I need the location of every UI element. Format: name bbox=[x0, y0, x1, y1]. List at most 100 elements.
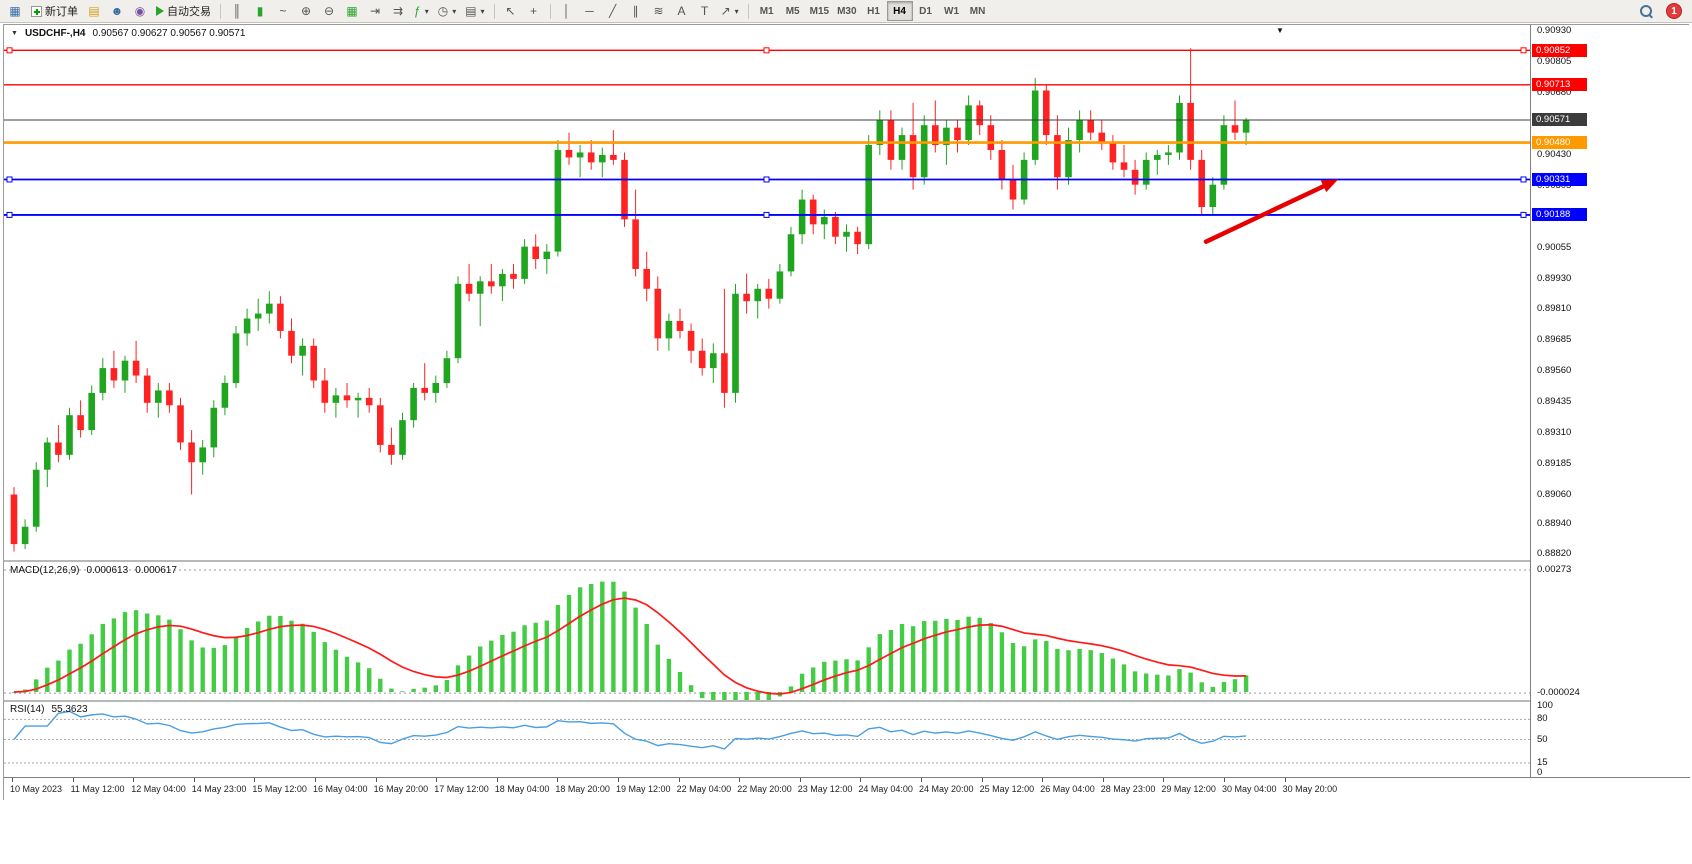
time-axis-label: 28 May 23:00 bbox=[1100, 784, 1156, 794]
time-tick bbox=[133, 778, 135, 782]
price-axis-label: 0.90680 bbox=[1537, 86, 1572, 98]
time-tick bbox=[12, 778, 13, 782]
terminal-button[interactable]: ◉ bbox=[129, 1, 151, 21]
timeframe-button-w1[interactable]: W1 bbox=[944, 5, 960, 17]
price-badge: 0.90188 bbox=[1532, 208, 1587, 222]
periods-icon: ◷ bbox=[437, 4, 449, 18]
line-chart-button[interactable]: ~ bbox=[272, 1, 294, 21]
price-badge: 0.90480 bbox=[1532, 136, 1587, 150]
search-button[interactable] bbox=[1635, 1, 1657, 21]
main-chart-canvas[interactable] bbox=[4, 25, 1530, 560]
chart-shift-icon: ⇥ bbox=[369, 4, 381, 18]
horizontal-line-icon: ─ bbox=[585, 4, 594, 18]
template-button[interactable]: ▤ ▾ bbox=[461, 1, 488, 21]
auto-trading-button[interactable]: 自动交易 bbox=[152, 1, 215, 21]
rsi-axis-label: 80 bbox=[1537, 713, 1548, 725]
arrows-tool-button[interactable]: ↗ ▾ bbox=[717, 1, 743, 21]
timeframe-button-m30[interactable]: M30 bbox=[837, 5, 857, 17]
time-tick bbox=[739, 778, 741, 782]
rsi-label: RSI(14) bbox=[10, 704, 45, 715]
crosshair-button[interactable]: + bbox=[523, 1, 545, 21]
chart-symbol-title: USDCHF-,H4 bbox=[24, 28, 86, 39]
bars-chart-icon: ║ bbox=[232, 4, 242, 18]
time-axis-label: 17 May 12:00 bbox=[434, 784, 489, 794]
candles-chart-button[interactable]: ▮ bbox=[249, 1, 271, 21]
timeframe-button-h4[interactable]: H4 bbox=[886, 1, 913, 21]
time-tick bbox=[315, 778, 316, 782]
text-tool-icon: A bbox=[677, 4, 686, 18]
time-axis-label: 16 May 20:00 bbox=[373, 784, 429, 794]
time-tick bbox=[799, 778, 801, 782]
time-tick bbox=[1224, 778, 1225, 782]
channel-button[interactable]: ∥ bbox=[625, 1, 647, 21]
vertical-line-button[interactable]: │ bbox=[556, 1, 578, 21]
price-axis[interactable]: 0.909300.908050.906800.905550.904300.903… bbox=[1530, 25, 1690, 778]
price-axis-label: 0.89930 bbox=[1537, 272, 1572, 284]
toolbar-separator bbox=[549, 3, 551, 19]
zoom-in-button[interactable]: ⊕ bbox=[295, 1, 317, 21]
macd-label-row: MACD(12,26,9) 0.000613 0.000617 bbox=[10, 565, 177, 576]
label-tool-icon: T bbox=[700, 4, 709, 18]
text-tool-button[interactable]: A bbox=[671, 1, 693, 21]
fibonacci-button[interactable]: ≋ bbox=[648, 1, 670, 21]
navigator-icon: ☻ bbox=[110, 4, 124, 18]
chart-menu-icon[interactable]: ▼ bbox=[11, 30, 18, 37]
time-tick bbox=[1163, 778, 1165, 782]
navigator-button[interactable]: ☻ bbox=[106, 1, 128, 21]
trendline-button[interactable]: ╱ bbox=[602, 1, 624, 21]
notification-badge[interactable]: 1 bbox=[1666, 3, 1682, 19]
tile-windows-icon: ▦ bbox=[346, 4, 358, 18]
candles-chart-icon: ▮ bbox=[256, 4, 264, 18]
time-tick bbox=[1042, 778, 1044, 782]
time-tick bbox=[72, 778, 74, 782]
bars-chart-button[interactable]: ║ bbox=[226, 1, 248, 21]
new-order-button[interactable]: 新订单 bbox=[27, 1, 82, 21]
time-axis-label: 22 May 20:00 bbox=[737, 784, 792, 794]
toolbar-separator bbox=[220, 3, 221, 19]
periods-button[interactable]: ◷ ▾ bbox=[434, 1, 461, 21]
market-watch-button[interactable]: ▤ bbox=[83, 1, 105, 21]
zoom-out-button[interactable]: ⊖ bbox=[318, 1, 340, 21]
toolbar-separator bbox=[493, 3, 495, 19]
timeframe-button-m1[interactable]: M1 bbox=[759, 5, 774, 17]
cursor-button[interactable]: ↖ bbox=[500, 1, 522, 21]
pane-separator[interactable] bbox=[4, 560, 1690, 562]
time-tick bbox=[496, 778, 498, 782]
indicators-button[interactable]: ƒ ▾ bbox=[410, 1, 433, 21]
chart-shift-button[interactable]: ⇥ bbox=[364, 1, 386, 21]
price-badge: 0.90713 bbox=[1532, 78, 1587, 92]
chart-title-row: ▼ USDCHF-,H4 0.90567 0.90627 0.90567 0.9… bbox=[11, 28, 245, 39]
timeframe-button-d1[interactable]: D1 bbox=[919, 5, 932, 17]
macd-axis-label: -0.000024 bbox=[1537, 687, 1580, 699]
new-chart-button[interactable]: ▦ bbox=[4, 1, 26, 21]
label-tool-button[interactable]: T bbox=[694, 1, 716, 21]
horizontal-line-button[interactable]: ─ bbox=[579, 1, 601, 21]
price-axis-label: 0.90930 bbox=[1537, 25, 1572, 36]
price-axis-label: 0.89685 bbox=[1537, 333, 1572, 345]
chevron-down-icon: ▾ bbox=[452, 6, 457, 16]
rsi-canvas[interactable] bbox=[4, 702, 1530, 777]
time-axis[interactable]: 10 May 2023 11 May 12:00 12 May 04:00 14 Ma… bbox=[4, 777, 1690, 801]
time-tick bbox=[981, 778, 983, 782]
timeframe-button-h1[interactable]: H1 bbox=[867, 5, 880, 17]
timeframe-button-mn[interactable]: MN bbox=[969, 5, 986, 17]
chevron-down-icon: ▾ bbox=[424, 6, 429, 16]
template-icon: ▤ bbox=[465, 4, 477, 18]
auto-scroll-button[interactable]: ⇉ bbox=[387, 1, 409, 21]
fibonacci-icon: ≋ bbox=[653, 4, 664, 18]
indicators-icon: ƒ bbox=[414, 4, 421, 18]
price-axis-label: 0.89810 bbox=[1537, 302, 1572, 314]
timeframe-button-m15[interactable]: M15 bbox=[809, 5, 830, 17]
tile-windows-button[interactable]: ▦ bbox=[341, 1, 363, 21]
chart-shift-marker[interactable]: ▼ bbox=[1276, 26, 1284, 35]
market-watch-icon: ▤ bbox=[88, 4, 100, 18]
new-order-icon bbox=[31, 5, 42, 17]
chart-ohlc-values: 0.90567 0.90627 0.90567 0.90571 bbox=[92, 28, 246, 39]
time-tick bbox=[921, 778, 922, 782]
price-axis-label: 0.89310 bbox=[1537, 426, 1572, 438]
macd-canvas[interactable] bbox=[4, 562, 1530, 700]
pane-separator[interactable] bbox=[4, 700, 1690, 702]
time-axis-label: 24 May 04:00 bbox=[858, 784, 913, 794]
timeframe-button-m5[interactable]: M5 bbox=[785, 5, 800, 17]
time-axis-label: 23 May 12:00 bbox=[797, 784, 853, 794]
